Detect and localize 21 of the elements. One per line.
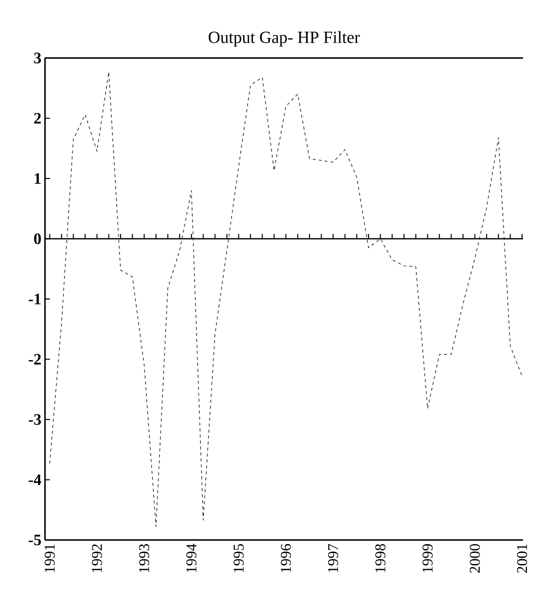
x-tick-label: 1992 bbox=[92, 544, 102, 572]
y-tick-label: -1 bbox=[28, 294, 41, 304]
x-tick-label: 1998 bbox=[375, 544, 386, 572]
x-tick-label: 1999 bbox=[422, 544, 433, 572]
y-tick-label: -3 bbox=[28, 414, 41, 425]
y-tick-label: 0 bbox=[34, 233, 41, 244]
x-tick-label: 1997 bbox=[328, 544, 338, 572]
x-tick-label: 2001 bbox=[517, 544, 528, 573]
y-tick-label: 3 bbox=[34, 52, 41, 64]
chart-title: Output Gap- HP Filter bbox=[208, 31, 360, 47]
x-tick-label: 1996 bbox=[280, 544, 291, 572]
y-tick-label: -4 bbox=[28, 474, 42, 485]
y-tick-label: -5 bbox=[28, 534, 41, 546]
x-tick-label: 1991 bbox=[44, 544, 55, 572]
x-tick-label: 2000 bbox=[470, 544, 480, 573]
y-tick-label: -2 bbox=[28, 354, 41, 365]
x-tick-label: 1993 bbox=[139, 544, 150, 572]
x-tick-label: 1995 bbox=[234, 544, 244, 572]
y-tick-label: 1 bbox=[34, 173, 41, 184]
y-tick-label: 2 bbox=[34, 112, 41, 124]
x-tick-label: 1994 bbox=[186, 544, 196, 572]
